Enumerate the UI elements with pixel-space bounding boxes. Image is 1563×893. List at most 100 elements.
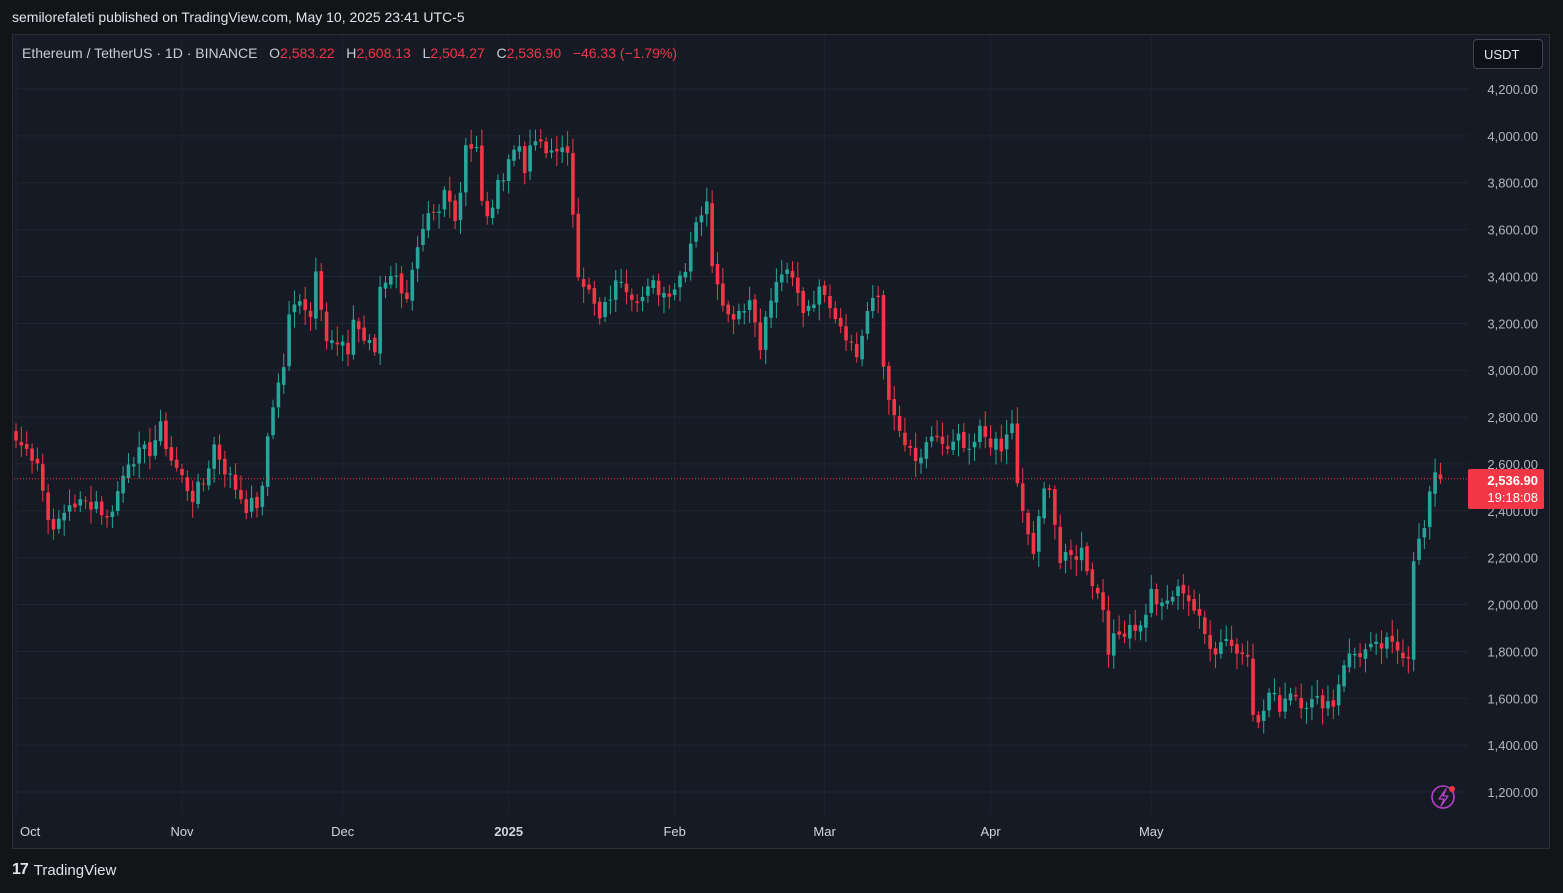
candle [608, 285, 613, 315]
candle [1411, 551, 1416, 672]
candle [672, 283, 677, 301]
candle [1304, 701, 1309, 724]
candle [1288, 687, 1293, 706]
candle [464, 137, 468, 207]
candle [854, 332, 859, 363]
candle [517, 135, 522, 160]
candle [1277, 687, 1282, 718]
candle [1170, 590, 1175, 606]
candle [458, 181, 463, 235]
candle [1154, 583, 1159, 616]
candles [14, 128, 1443, 734]
candle [1047, 484, 1052, 498]
candle [399, 266, 404, 309]
candle [271, 399, 275, 440]
candle [1144, 603, 1148, 642]
candle [1015, 407, 1020, 487]
lightning-alert-icon[interactable] [1431, 785, 1455, 809]
candle [105, 509, 109, 528]
y-tick-label: 1,200.00 [1487, 785, 1538, 800]
symbol-label: Ethereum / TetherUS · 1D · BINANCE [22, 45, 258, 61]
candle [1085, 542, 1089, 576]
candle [774, 268, 779, 319]
candle [903, 417, 907, 452]
candle [871, 285, 875, 319]
candle [1363, 643, 1368, 673]
candle [308, 302, 313, 331]
candle [1433, 458, 1437, 507]
candle [528, 129, 532, 181]
y-tick-label: 1,800.00 [1487, 644, 1538, 659]
candle [630, 288, 634, 312]
candle [164, 412, 168, 457]
candle [844, 314, 848, 351]
candle [378, 276, 382, 365]
candle [828, 284, 832, 319]
candle [346, 330, 350, 367]
candle [14, 423, 18, 449]
candle [812, 290, 816, 312]
candle [967, 433, 971, 465]
currency-button[interactable]: USDT [1473, 39, 1543, 69]
candle [1020, 467, 1025, 523]
y-tick-label: 4,000.00 [1487, 129, 1538, 144]
candle [137, 431, 141, 479]
candle [1427, 485, 1432, 540]
candle [1358, 643, 1362, 668]
candle [405, 280, 409, 303]
candle [431, 203, 436, 221]
candle [1186, 585, 1191, 617]
candle [185, 470, 190, 501]
candle [908, 439, 913, 456]
footer-brand[interactable]: 17 TradingView [12, 861, 116, 879]
candle [174, 447, 179, 472]
candle [1347, 638, 1352, 673]
candle [1299, 683, 1303, 719]
candle [613, 270, 618, 313]
candle [426, 201, 431, 238]
candle [1352, 647, 1357, 669]
x-tick-label: Feb [663, 824, 685, 839]
candle [67, 489, 72, 521]
candle [1283, 682, 1287, 719]
candle [1026, 509, 1030, 546]
candle [581, 267, 586, 303]
candle [1401, 639, 1405, 668]
candle [1133, 609, 1137, 641]
candle [849, 334, 854, 352]
candle [94, 490, 99, 514]
y-tick-label: 3,800.00 [1487, 176, 1538, 191]
candle [442, 186, 447, 217]
candle [1267, 688, 1271, 718]
candle [469, 129, 473, 162]
y-tick-label: 1,600.00 [1487, 691, 1538, 706]
candle [1417, 523, 1421, 565]
candle [597, 296, 602, 325]
candle [924, 436, 929, 469]
candle [110, 505, 115, 529]
y-tick-label: 4,200.00 [1487, 82, 1538, 97]
candle [962, 422, 966, 453]
candle [1010, 410, 1014, 440]
candle [983, 411, 988, 449]
candle [158, 409, 163, 446]
open-value: 2,583.22 [280, 45, 335, 61]
candle [1395, 629, 1400, 665]
candle [688, 231, 693, 281]
candle [1101, 579, 1105, 623]
y-tick-label: 2,200.00 [1487, 551, 1538, 566]
candle [929, 426, 934, 448]
candle [190, 480, 195, 518]
candle [1122, 620, 1127, 644]
y-tick-label: 3,000.00 [1487, 363, 1538, 378]
candle [303, 286, 307, 325]
candle [1342, 660, 1346, 693]
candle [758, 308, 763, 360]
candle [453, 194, 457, 229]
candle [522, 141, 527, 185]
y-tick-label: 3,200.00 [1487, 316, 1538, 331]
candle [1331, 689, 1336, 720]
candle [1385, 632, 1389, 659]
candle [19, 426, 24, 457]
